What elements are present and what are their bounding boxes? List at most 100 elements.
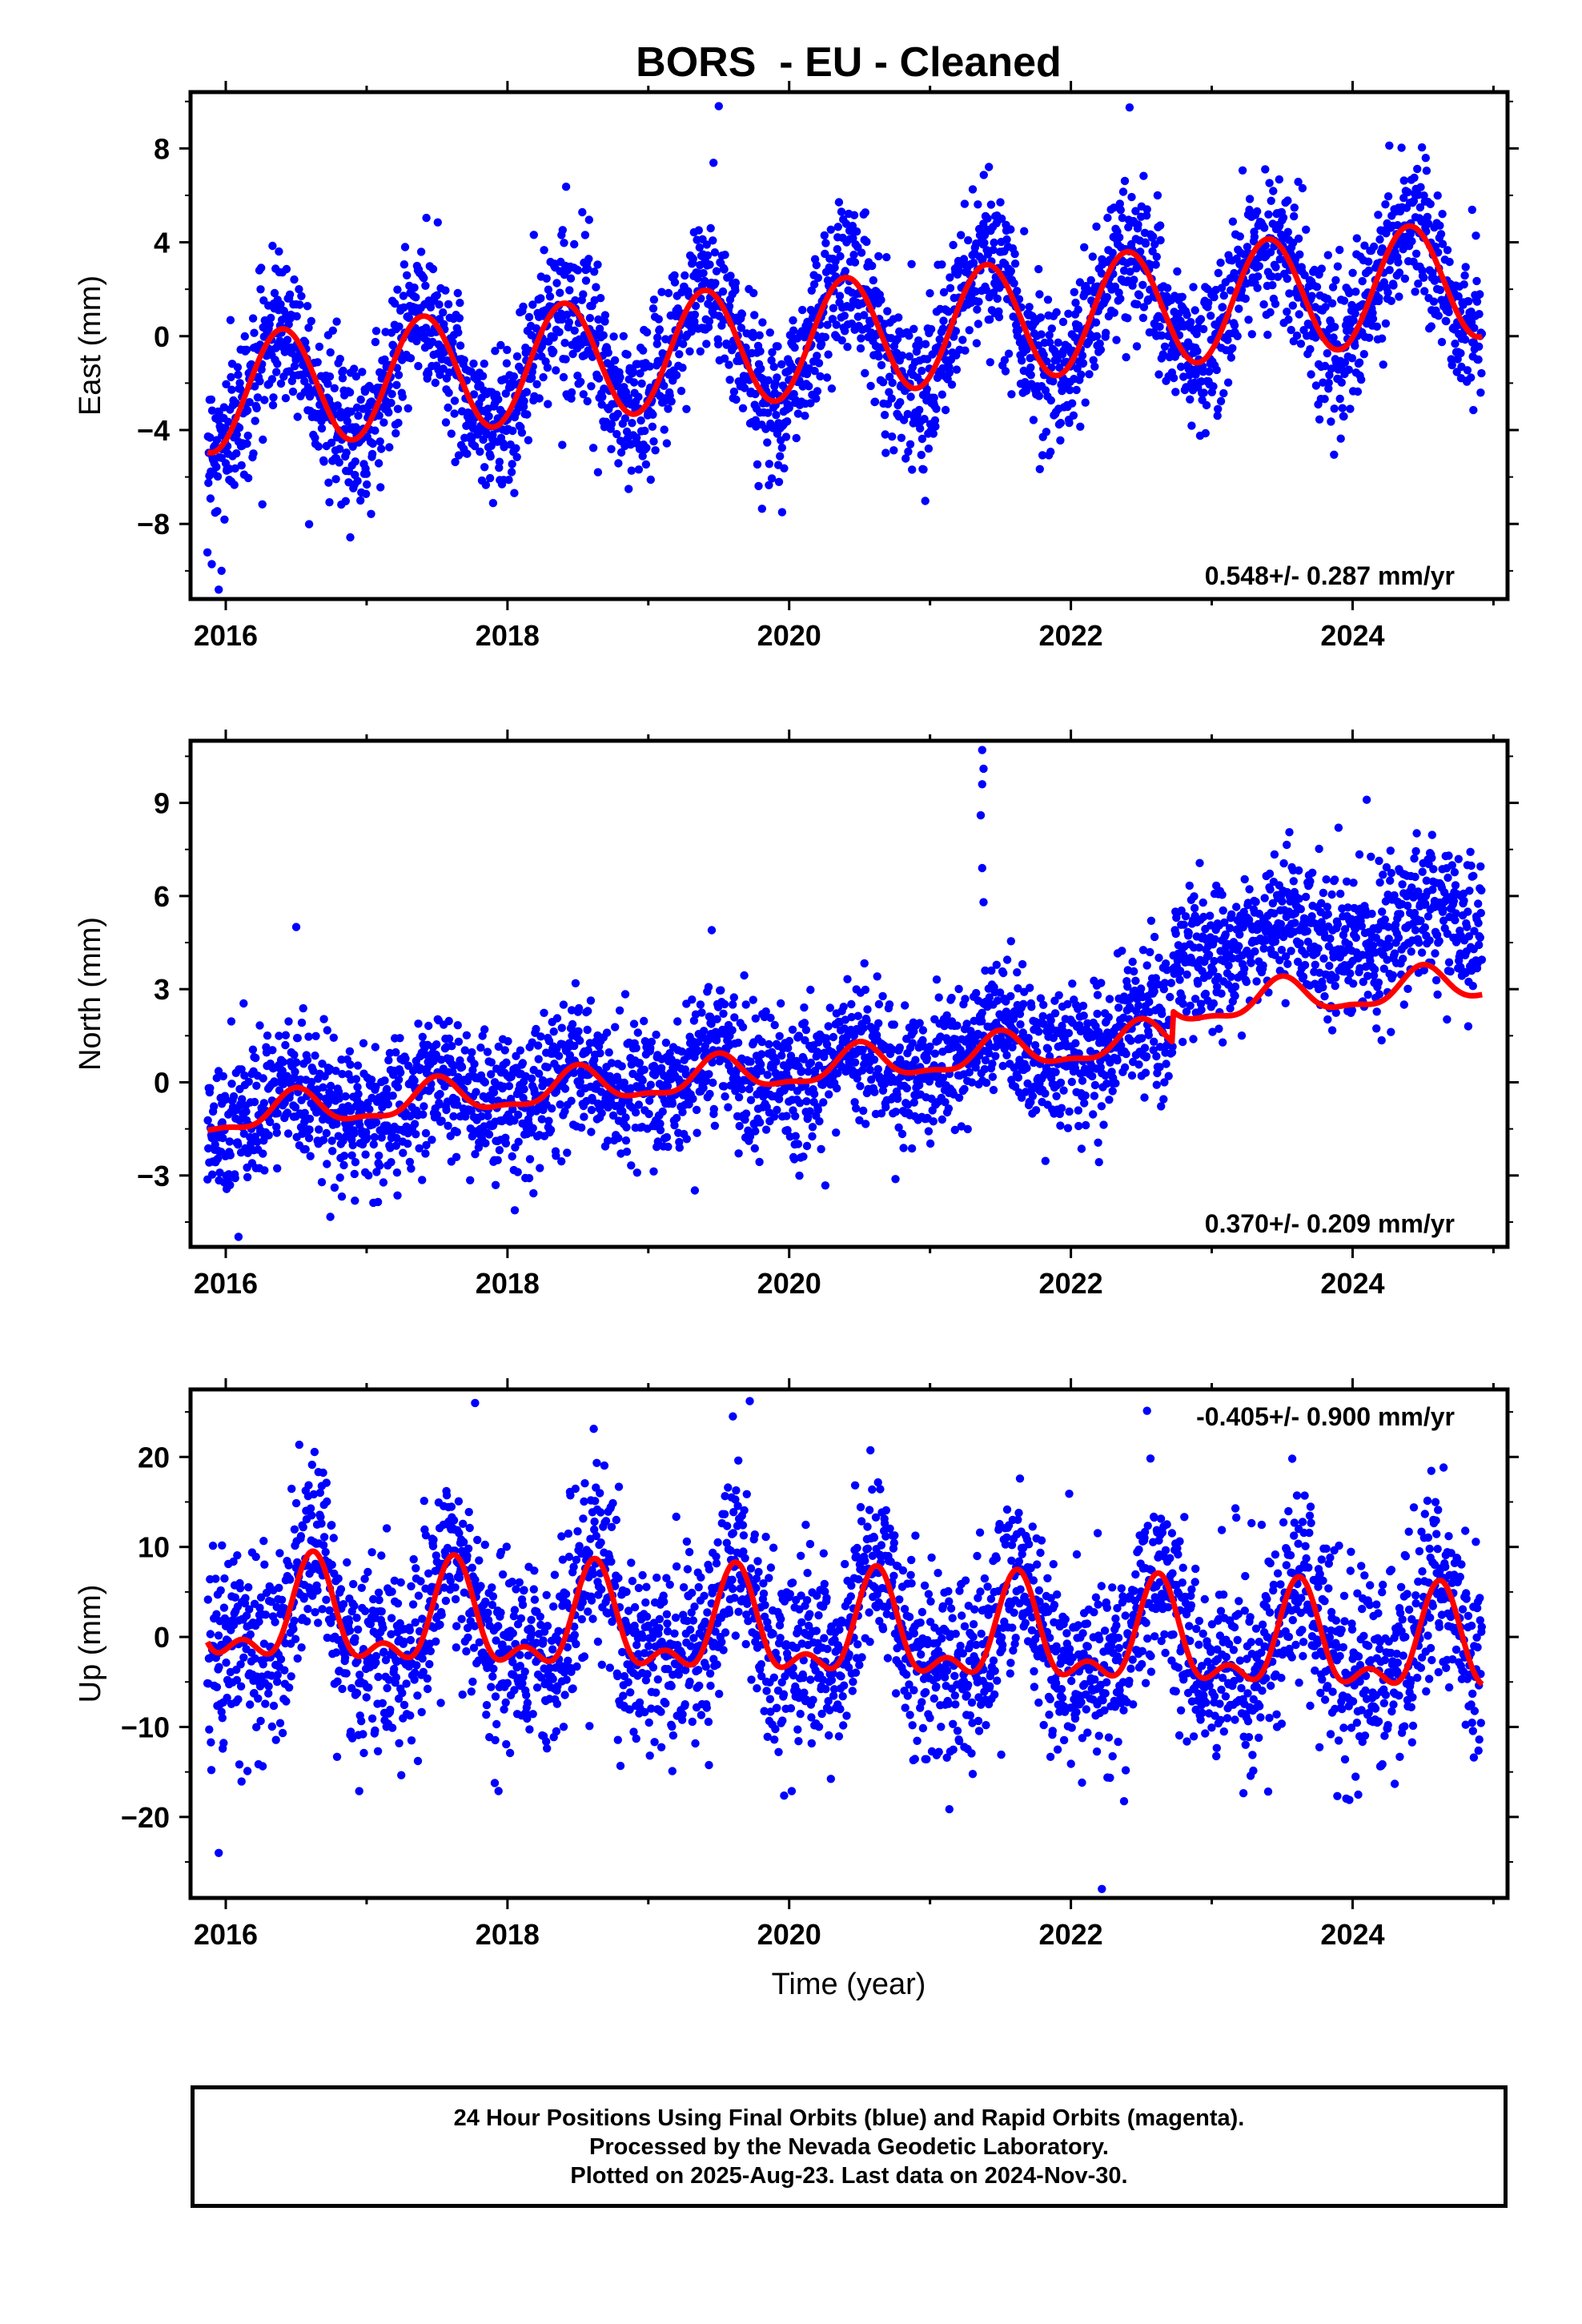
data-point xyxy=(786,1051,796,1060)
data-point xyxy=(593,260,602,269)
data-point xyxy=(980,239,989,247)
data-point xyxy=(777,443,786,452)
data-point xyxy=(335,1173,344,1182)
data-point xyxy=(394,418,403,428)
data-point xyxy=(777,360,786,369)
data-point xyxy=(1169,373,1178,383)
data-point xyxy=(714,102,723,111)
data-point xyxy=(225,1137,234,1146)
data-point xyxy=(1038,451,1047,460)
data-point xyxy=(367,449,377,459)
data-point xyxy=(306,1152,315,1160)
data-point xyxy=(852,1104,861,1113)
data-point xyxy=(640,426,649,436)
data-point xyxy=(1035,464,1045,473)
data-point xyxy=(235,379,244,388)
data-point xyxy=(326,348,335,357)
data-point xyxy=(1076,422,1085,431)
data-point xyxy=(245,398,254,407)
data-point xyxy=(403,271,412,279)
data-point xyxy=(243,431,252,440)
data-point xyxy=(663,1082,673,1091)
data-point xyxy=(1026,363,1035,372)
data-point xyxy=(1351,309,1359,318)
data-point xyxy=(1327,417,1335,426)
data-point xyxy=(702,240,711,249)
data-point xyxy=(508,1152,516,1161)
data-point xyxy=(904,447,913,456)
data-point xyxy=(1468,205,1477,215)
data-point xyxy=(709,1104,718,1114)
data-point xyxy=(1199,324,1208,334)
data-point xyxy=(806,1058,816,1068)
data-point xyxy=(328,1147,337,1156)
data-point xyxy=(510,1206,520,1215)
data-point xyxy=(337,1055,346,1064)
data-point xyxy=(385,443,394,452)
data-point xyxy=(1174,309,1183,319)
data-point xyxy=(1228,344,1237,352)
data-point xyxy=(226,1180,235,1190)
data-point xyxy=(207,560,216,569)
data-point xyxy=(388,341,398,350)
data-point xyxy=(660,425,669,434)
data-point xyxy=(536,294,545,303)
data-point xyxy=(563,310,572,320)
data-point xyxy=(1138,313,1148,323)
data-point xyxy=(751,416,761,424)
data-point xyxy=(1320,395,1329,404)
data-point xyxy=(675,1143,684,1152)
data-point xyxy=(1385,266,1394,275)
data-point xyxy=(696,1000,705,1009)
data-point xyxy=(480,1025,489,1034)
data-point xyxy=(918,1035,927,1045)
data-point xyxy=(805,1107,814,1116)
data-point xyxy=(893,335,902,344)
data-point xyxy=(399,1148,408,1157)
data-point xyxy=(645,362,654,371)
data-point xyxy=(207,395,216,404)
data-point xyxy=(631,1108,640,1117)
data-point xyxy=(585,314,595,323)
data-point xyxy=(379,369,387,378)
data-point xyxy=(569,1068,578,1078)
data-point xyxy=(210,1102,219,1111)
data-point xyxy=(1355,358,1364,367)
data-point xyxy=(326,1081,335,1091)
data-point xyxy=(259,1074,267,1083)
data-point xyxy=(946,283,955,292)
data-point xyxy=(431,378,440,388)
y-tick-label: −4 xyxy=(137,414,170,447)
data-point xyxy=(673,1017,682,1026)
data-point xyxy=(741,1109,751,1118)
data-point xyxy=(1423,219,1433,228)
data-point xyxy=(988,1059,997,1068)
data-point xyxy=(1415,203,1425,212)
data-point xyxy=(251,416,259,425)
data-point xyxy=(1329,333,1338,342)
data-point xyxy=(1039,351,1048,360)
data-point xyxy=(641,460,651,469)
data-point xyxy=(454,451,464,460)
data-point xyxy=(785,404,793,412)
data-point xyxy=(341,1092,350,1101)
data-point xyxy=(958,336,967,344)
data-point xyxy=(1469,405,1478,415)
data-point xyxy=(535,1069,544,1078)
data-point xyxy=(699,1084,708,1092)
data-point xyxy=(1273,272,1283,281)
data-point xyxy=(346,533,355,542)
data-point xyxy=(938,260,946,269)
data-point xyxy=(877,1109,886,1118)
data-point xyxy=(1073,364,1082,373)
data-point xyxy=(1417,143,1427,152)
data-point xyxy=(648,410,657,419)
data-point xyxy=(938,1073,948,1083)
data-point xyxy=(794,1031,804,1040)
data-point xyxy=(1360,241,1369,250)
x-tick-label: 2020 xyxy=(757,619,821,652)
data-point xyxy=(307,1077,316,1087)
data-point xyxy=(757,1037,766,1047)
data-point xyxy=(1187,421,1196,430)
data-point xyxy=(930,1049,940,1058)
